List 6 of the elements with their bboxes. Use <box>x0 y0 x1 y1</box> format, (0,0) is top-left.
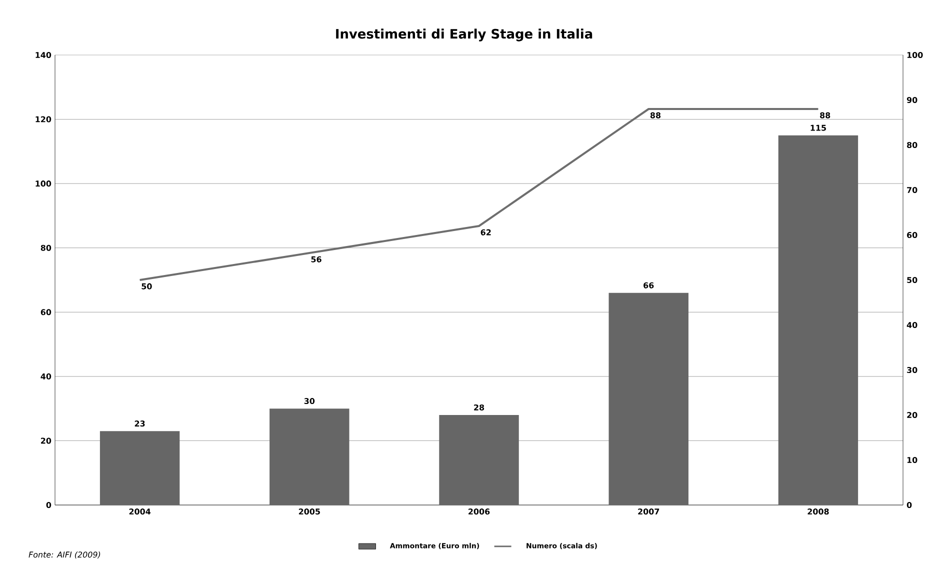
bar <box>100 431 180 505</box>
bar <box>270 408 350 505</box>
bar <box>778 135 858 505</box>
chart-title: Investimenti di Early Stage in Italia <box>336 28 592 42</box>
bar <box>608 292 688 505</box>
bar <box>439 415 519 505</box>
